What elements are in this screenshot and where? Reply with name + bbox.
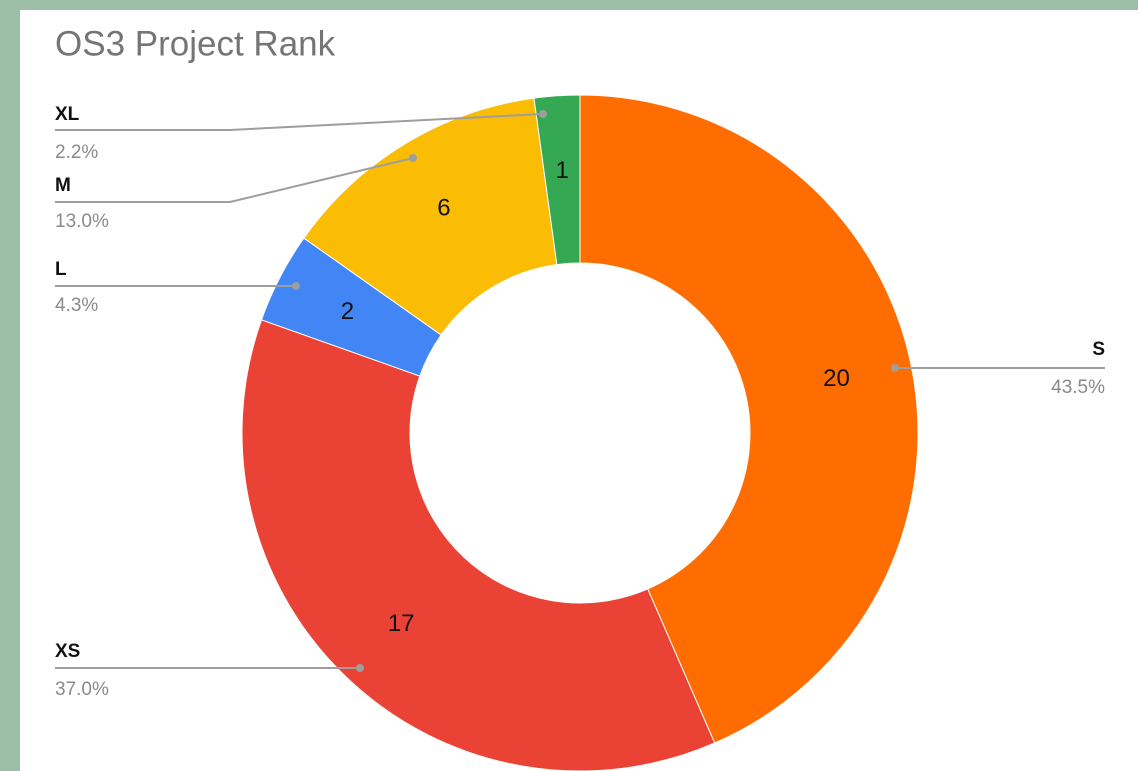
- legend-label: L: [55, 259, 67, 280]
- leader-dot: [539, 110, 547, 118]
- leader-line: [55, 157, 414, 203]
- slice-value-label: 2: [341, 298, 354, 325]
- percentage-label: 13.0%: [55, 211, 109, 232]
- slice-value-label: 17: [388, 610, 415, 637]
- slice: [579, 94, 919, 744]
- legend-label: XL: [55, 104, 80, 125]
- slice: [303, 97, 558, 336]
- slice-value-label: 20: [823, 365, 850, 392]
- slice-value-label: 1: [555, 157, 568, 184]
- slice: [533, 94, 581, 266]
- percentage-label: 2.2%: [55, 142, 98, 163]
- chart-title: OS3 Project Rank: [55, 24, 336, 63]
- legend-label: XS: [55, 641, 80, 662]
- leader-dot: [356, 664, 364, 672]
- percentage-label: 43.5%: [1051, 377, 1105, 398]
- percentage-label: 4.3%: [55, 295, 98, 316]
- leader-dot: [292, 282, 300, 290]
- slice: [241, 319, 716, 771]
- percentage-label: 37.0%: [55, 679, 109, 700]
- leader-dot: [409, 154, 417, 162]
- leader-dot: [891, 364, 899, 372]
- legend-label: M: [55, 175, 71, 196]
- slice-value-label: 6: [437, 194, 450, 221]
- legend-label: S: [1092, 339, 1105, 360]
- leader-line: [55, 113, 544, 131]
